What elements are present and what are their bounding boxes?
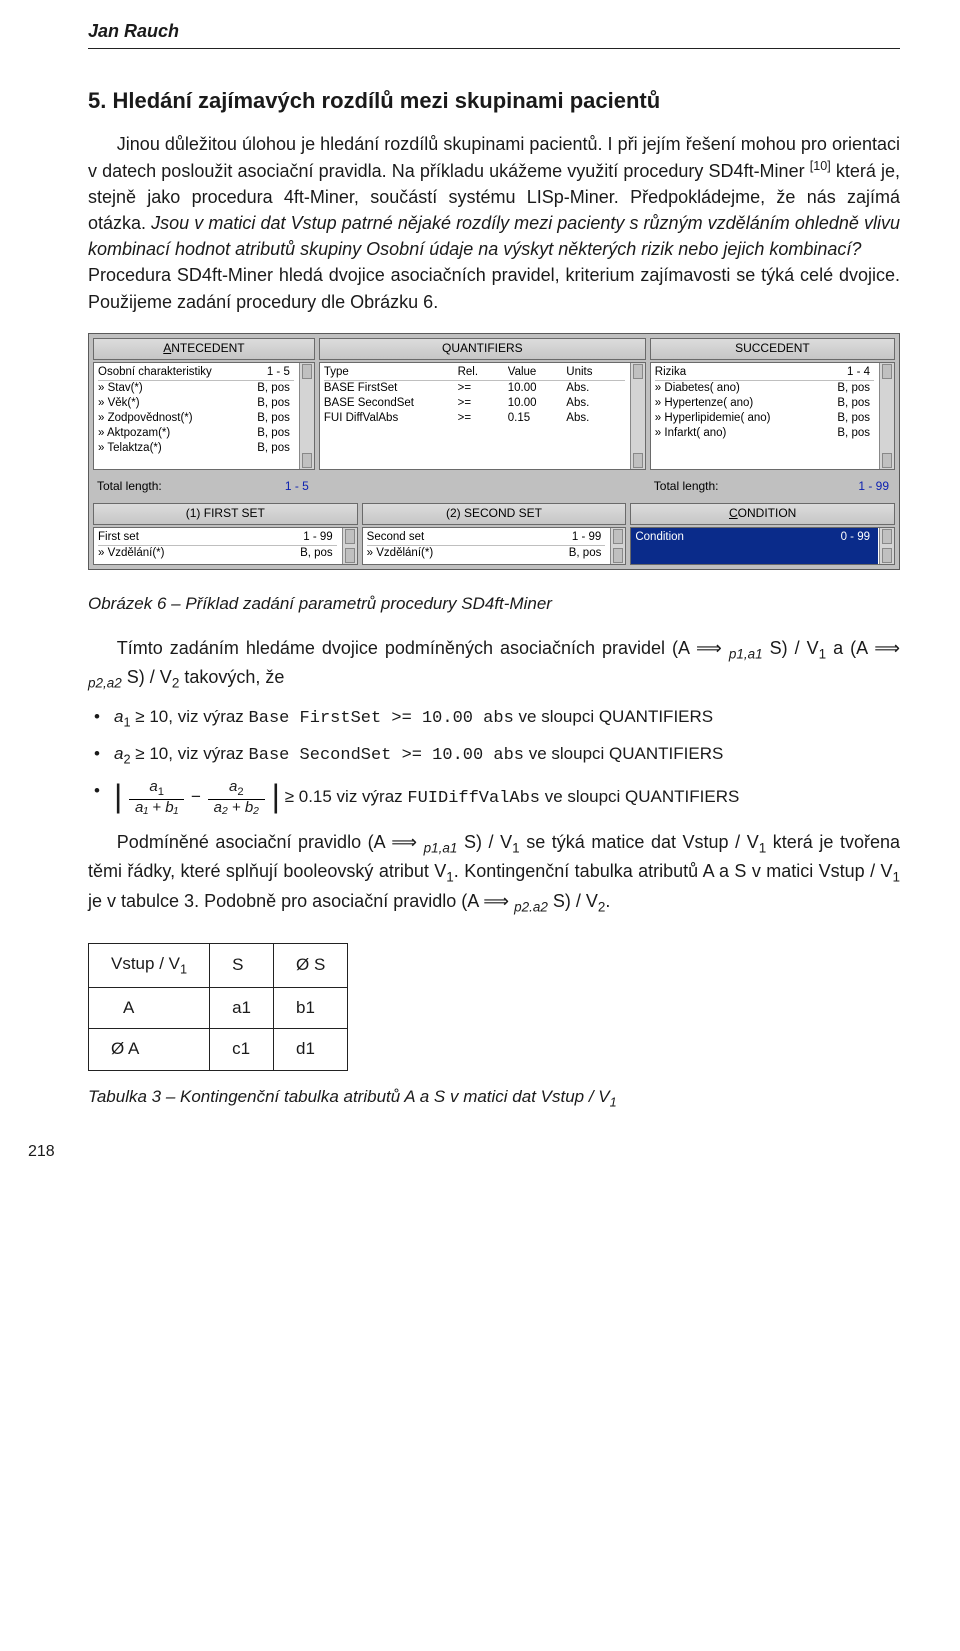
scrollbar[interactable]	[630, 363, 645, 469]
quantifiers-listbox[interactable]: TypeRel.ValueUnits BASE FirstSet>=10.00A…	[319, 362, 646, 470]
scrollbar[interactable]	[879, 363, 894, 469]
ct-h0: Vstup / V1	[89, 943, 210, 987]
figure-caption: Obrázek 6 – Příklad zadání parametrů pro…	[88, 592, 900, 617]
citation-ref: [10]	[810, 159, 831, 173]
ct-r2c2: d1	[274, 1029, 348, 1071]
bullet-2: a2 ≥ 10, viz výraz Base SecondSet >= 10.…	[114, 742, 900, 769]
ct-r2c1: c1	[210, 1029, 274, 1071]
ct-r1c0: A	[89, 987, 210, 1029]
head-rule	[88, 48, 900, 49]
succedent-listbox[interactable]: Rizika1 - 4 » Diabetes( ano)B, pos » Hyp…	[650, 362, 895, 470]
second-set-listbox[interactable]: Second set1 - 99 » Vzdělání(*)B, pos	[362, 527, 627, 565]
scrollbar[interactable]	[342, 528, 357, 564]
succedent-header[interactable]: SUCCEDENT	[650, 338, 895, 360]
bullet-3: | a1a₁ + b₁ − a2a₂ + b₂ | ≥ 0.15 viz výr…	[114, 779, 900, 816]
succedent-total: Total length:1 - 99	[650, 472, 895, 499]
running-head: Jan Rauch	[88, 18, 900, 44]
ct-r1c2: b1	[274, 987, 348, 1029]
antecedent-header[interactable]: ANTECEDENT	[93, 338, 315, 360]
scrollbar[interactable]	[879, 528, 894, 564]
ct-r2c0: Ø A	[89, 1029, 210, 1071]
ct-h2: Ø S	[274, 943, 348, 987]
paragraph-4: Podmíněné asociační pravidlo (A ⟹ p1,a1 …	[88, 829, 900, 916]
ct-h1: S	[210, 943, 274, 987]
quantifiers-header[interactable]: QUANTIFIERS	[319, 338, 646, 360]
condition-listbox[interactable]: Condition0 - 99	[630, 527, 895, 565]
sd4ft-screenshot: ANTECEDENT Osobní charakteristiky1 - 5 »…	[88, 333, 900, 570]
ct-r1c1: a1	[210, 987, 274, 1029]
p1-question: Jsou v matici dat Vstup patrné nějaké ro…	[88, 213, 900, 259]
scrollbar[interactable]	[610, 528, 625, 564]
first-set-listbox[interactable]: First set1 - 99 » Vzdělání(*)B, pos	[93, 527, 358, 565]
section-title: 5. Hledání zajímavých rozdílů mezi skupi…	[88, 85, 900, 117]
paragraph-2: Procedura SD4ft-Miner hledá dvojice asoc…	[88, 262, 900, 314]
bullet-1: a1 ≥ 10, viz výraz Base FirstSet >= 10.0…	[114, 705, 900, 732]
paragraph-1: Jinou důležitou úlohou je hledání rozdíl…	[88, 131, 900, 262]
antecedent-total: Total length:1 - 5	[93, 472, 315, 499]
contingency-table: Vstup / V1 S Ø S A a1 b1 Ø A c1 d1	[88, 943, 348, 1071]
table-caption: Tabulka 3 – Kontingenční tabulka atribut…	[88, 1085, 900, 1112]
scrollbar[interactable]	[299, 363, 314, 469]
second-set-header[interactable]: (2) SECOND SET	[362, 503, 627, 525]
paragraph-3: Tímto zadáním hledáme dvojice podmíněnýc…	[88, 635, 900, 693]
condition-header[interactable]: CONDITION	[630, 503, 895, 525]
antecedent-listbox[interactable]: Osobní charakteristiky1 - 5 » Stav(*)B, …	[93, 362, 315, 470]
p1-a: Jinou důležitou úlohou je hledání rozdíl…	[88, 134, 900, 181]
page-number: 218	[28, 1140, 840, 1163]
first-set-header[interactable]: (1) FIRST SET	[93, 503, 358, 525]
bullet-list: a1 ≥ 10, viz výraz Base FirstSet >= 10.0…	[88, 705, 900, 815]
